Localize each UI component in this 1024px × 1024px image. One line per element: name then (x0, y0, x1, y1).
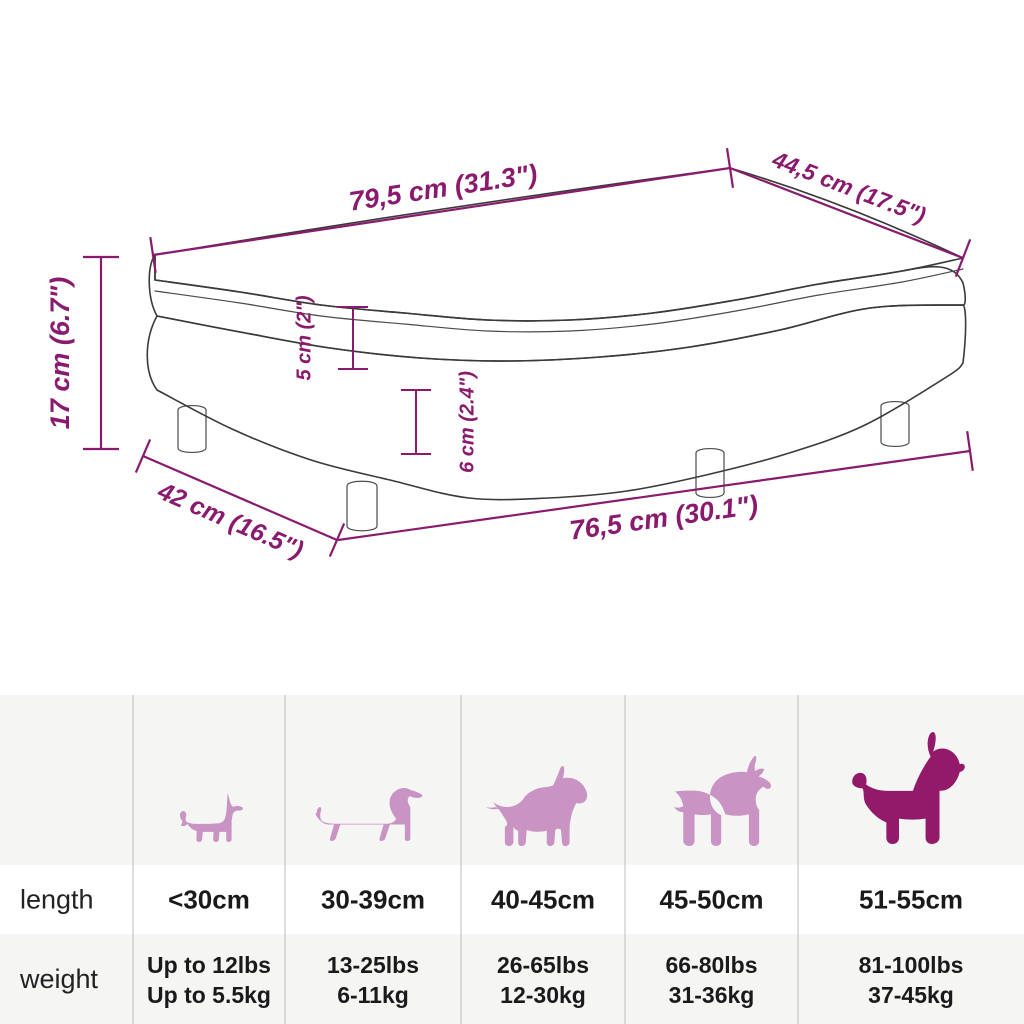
svg-text:5 cm (2"): 5 cm (2") (293, 295, 315, 380)
svg-text:Up to 5.5kg: Up to 5.5kg (147, 982, 271, 1008)
svg-text:44,5 cm (17.5"): 44,5 cm (17.5") (768, 146, 929, 229)
svg-text:length: length (20, 885, 94, 915)
svg-text:<30cm: <30cm (168, 885, 250, 915)
svg-text:31-36kg: 31-36kg (669, 982, 755, 1008)
svg-text:weight: weight (19, 964, 99, 994)
svg-text:17 cm (6.7"): 17 cm (6.7") (45, 277, 75, 429)
svg-text:45-50cm: 45-50cm (659, 885, 763, 915)
svg-text:66-80lbs: 66-80lbs (665, 952, 757, 978)
svg-text:79,5 cm (31.3"): 79,5 cm (31.3") (347, 159, 539, 217)
svg-text:13-25lbs: 13-25lbs (327, 952, 419, 978)
svg-text:81-100lbs: 81-100lbs (859, 952, 964, 978)
svg-text:42 cm (16.5"): 42 cm (16.5") (153, 477, 307, 565)
svg-text:26-65lbs: 26-65lbs (497, 952, 589, 978)
svg-text:30-39cm: 30-39cm (321, 885, 425, 915)
svg-text:12-30kg: 12-30kg (500, 982, 586, 1008)
svg-text:6 cm (2.4"): 6 cm (2.4") (456, 371, 478, 473)
svg-text:Up to 12lbs: Up to 12lbs (147, 952, 271, 978)
svg-text:76,5 cm (30.1"): 76,5 cm (30.1") (568, 490, 760, 546)
svg-text:37-45kg: 37-45kg (868, 982, 954, 1008)
svg-text:51-55cm: 51-55cm (859, 885, 963, 915)
svg-text:6-11kg: 6-11kg (337, 982, 409, 1008)
svg-text:40-45cm: 40-45cm (491, 885, 595, 915)
